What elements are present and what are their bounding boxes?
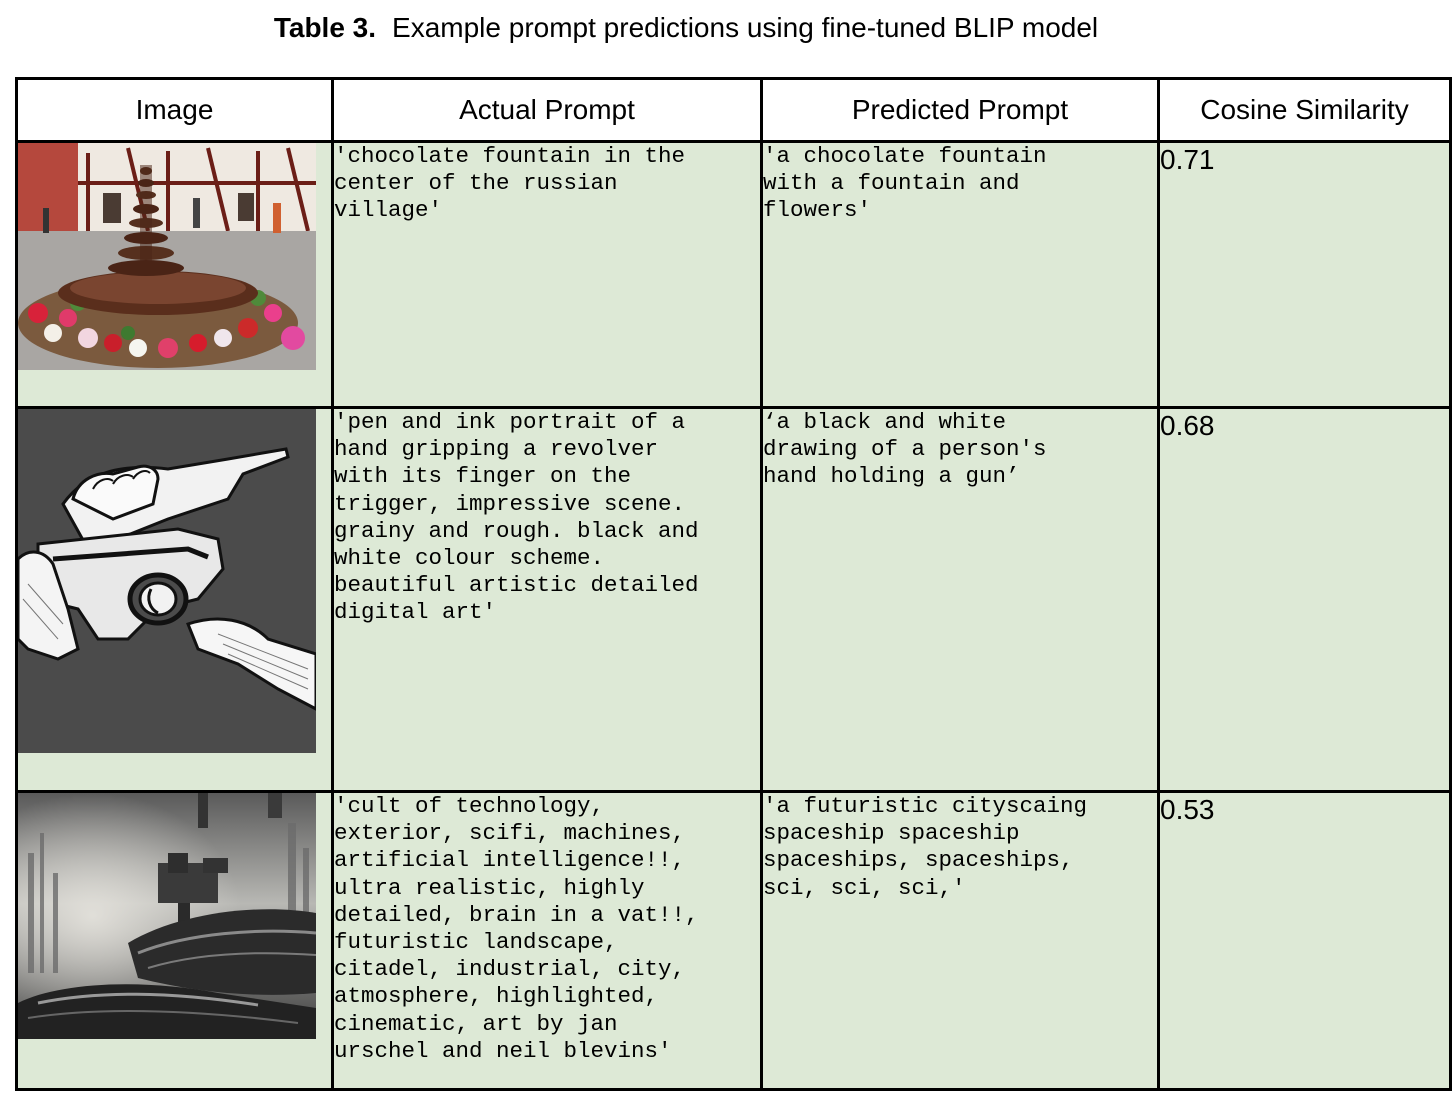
table-row: 'pen and ink portrait of a hand gripping… (15, 406, 1452, 793)
predicted-prompt-cell: 'a chocolate fountain with a fountain an… (760, 140, 1160, 409)
actual-prompt-cell: 'chocolate fountain in the center of the… (331, 140, 763, 409)
header-cosine-similarity: Cosine Similarity (1157, 77, 1452, 143)
image-cell (15, 140, 334, 409)
cosine-similarity-cell: 0.68 (1157, 406, 1452, 793)
actual-prompt-cell: 'pen and ink portrait of a hand gripping… (331, 406, 763, 793)
hand-holding-revolver-drawing-image (18, 409, 316, 753)
actual-prompt-cell: 'cult of technology, exterior, scifi, ma… (331, 790, 763, 1091)
predicted-prompt-cell: ‘a black and white drawing of a person's… (760, 406, 1160, 793)
table-caption: Table 3. Example prompt predictions using… (0, 10, 1372, 46)
caption-label: Table 3. (273, 12, 377, 43)
table-row: 'cult of technology, exterior, scifi, ma… (15, 790, 1452, 1091)
cosine-similarity-cell: 0.71 (1157, 140, 1452, 409)
header-predicted-prompt: Predicted Prompt (760, 77, 1160, 143)
caption-text: Example prompt predictions using fine-tu… (392, 12, 1099, 43)
chocolate-fountain-village-image (18, 143, 316, 370)
results-table: Image Actual Prompt Predicted Prompt Cos… (15, 77, 1452, 1091)
cosine-similarity-cell: 0.53 (1157, 790, 1452, 1091)
header-row: Image Actual Prompt Predicted Prompt Cos… (15, 77, 1452, 143)
table-row: 'chocolate fountain in the center of the… (15, 140, 1452, 409)
predicted-prompt-cell: 'a futuristic cityscaing spaceship space… (760, 790, 1160, 1091)
header-image: Image (15, 77, 334, 143)
image-cell (15, 406, 334, 793)
header-actual-prompt: Actual Prompt (331, 77, 763, 143)
futuristic-spaceship-city-image (18, 793, 316, 1039)
image-cell (15, 790, 334, 1091)
